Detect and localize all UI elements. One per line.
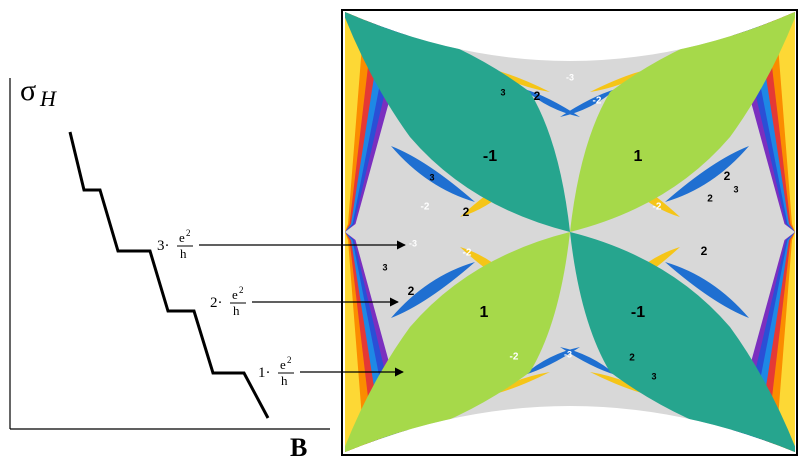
- step-numerator: e: [232, 287, 238, 302]
- butterfly-label: 1: [480, 304, 489, 321]
- butterfly-label: 1: [634, 148, 643, 165]
- butterfly-label: -2: [510, 352, 519, 363]
- butterfly-label: -1: [631, 304, 645, 321]
- butterfly-labels: -1 11 -12 -22-22-22-222-223-33-33-333: [382, 72, 738, 381]
- wing: [560, 347, 616, 375]
- lobe: [345, 232, 570, 452]
- butterfly-label: 2: [724, 169, 731, 183]
- rainbow-fan: [775, 232, 795, 452]
- x-label: B: [290, 433, 307, 462]
- butterfly-label: -2: [593, 96, 602, 107]
- step-denominator: h: [233, 303, 240, 318]
- step-exponent: 2: [287, 355, 292, 365]
- rainbow-fan: [775, 12, 795, 232]
- butterfly-label: 2: [701, 244, 708, 258]
- wing: [391, 262, 475, 318]
- butterfly-label: -1: [483, 148, 497, 165]
- butterfly-label: 2: [408, 284, 415, 298]
- butterfly-label: 3: [500, 87, 505, 97]
- butterfly-label: 3: [733, 184, 738, 194]
- wing: [524, 89, 580, 117]
- butterfly-label: 3: [382, 262, 387, 272]
- step-numerator: e: [280, 357, 286, 372]
- butterfly-label: 3: [429, 172, 434, 182]
- step-multiplier: 1·: [258, 365, 271, 381]
- step-multiplier: 2·: [210, 295, 223, 311]
- butterfly-label: -3: [564, 349, 572, 359]
- butterfly-label: 2: [463, 205, 470, 219]
- butterfly-body: [345, 12, 795, 452]
- rainbow-fan: [345, 12, 365, 232]
- wing: [560, 89, 616, 117]
- butterfly: [341, 9, 798, 456]
- step-multiplier: 3·: [157, 238, 170, 254]
- wing: [665, 146, 749, 202]
- step-exponent: 2: [186, 228, 191, 238]
- butterfly-border: [341, 9, 798, 456]
- step-labels: 3·e 2h2·e 2h1·e 2h: [157, 228, 406, 388]
- left-plot: σ H B: [9, 74, 330, 462]
- staircase: [68, 131, 270, 419]
- butterfly-label: -3: [566, 72, 574, 82]
- y-label-subscript: H: [39, 86, 57, 111]
- butterfly-label: -2: [653, 202, 662, 213]
- lobe: [570, 232, 795, 452]
- butterfly-label: -2: [421, 202, 430, 213]
- butterfly-label: 2: [629, 353, 635, 364]
- step-exponent: 2: [239, 285, 244, 295]
- y-label-symbol: σ: [20, 74, 36, 107]
- rainbow-fan: [345, 232, 365, 452]
- lobe: [345, 12, 570, 232]
- step-denominator: h: [281, 373, 288, 388]
- wing: [665, 262, 749, 318]
- butterfly-label: 2: [534, 89, 541, 103]
- butterfly-label: -3: [409, 238, 417, 248]
- butterfly-label: -2: [463, 248, 472, 259]
- wing: [524, 347, 580, 375]
- step-numerator: e: [179, 230, 185, 245]
- wing: [391, 146, 475, 202]
- step-denominator: h: [180, 246, 187, 261]
- butterfly-label: 3: [651, 371, 656, 381]
- lobe: [570, 12, 795, 232]
- butterfly-label: 2: [707, 194, 713, 205]
